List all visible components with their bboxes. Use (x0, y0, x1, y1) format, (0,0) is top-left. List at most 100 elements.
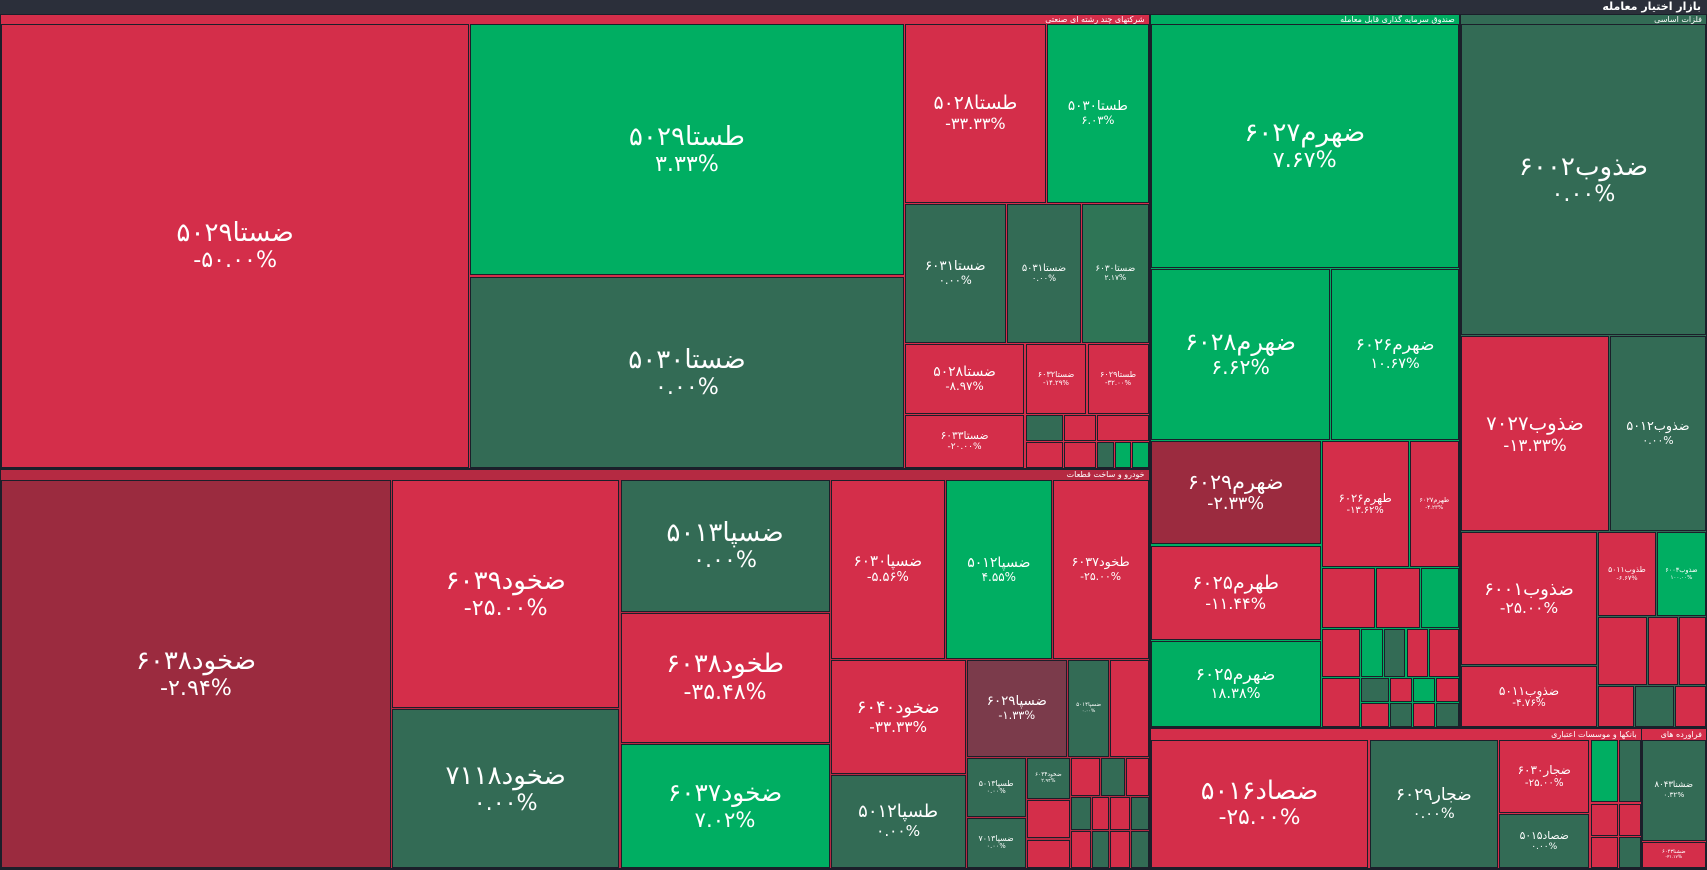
stock-tile[interactable]: ضستا۶۰۳۲ -۱۴.۲۹% (1025, 344, 1087, 414)
stock-symbol: ضذوب۶۰۰۲ (1518, 151, 1649, 182)
stock-tile[interactable]: ضستا۵۰۳۱ ۰.۰۰% (1006, 203, 1081, 343)
stock-tile[interactable]: ضستا۶۰۳۱ ۰.۰۰% (904, 203, 1006, 343)
stock-tile[interactable]: ضخود۶۰۳۴ ۲.۹۴% (1026, 757, 1071, 800)
stock-symbol: ضخود۶۰۳۴ (1035, 772, 1062, 779)
stock-change: -۲.۳۳% (1207, 494, 1265, 515)
stock-symbol: ضخود۷۱۱۸ (445, 760, 566, 791)
stock-tile[interactable]: ضسپا۵۰۱۳ ۰.۰۰% (620, 480, 830, 612)
small-tile (1026, 800, 1071, 839)
stock-tile[interactable]: طهرم۶۰۲۵ -۱۱.۴۴% (1150, 545, 1321, 641)
small-tile (1590, 803, 1618, 837)
stock-tile[interactable]: طستا۵۰۲۹ ۳.۳۳% (470, 23, 904, 276)
stock-tile[interactable]: ضستا۵۰۲۸ -۸.۹۷% (904, 344, 1025, 414)
stock-tile[interactable]: ضستا۶۰۳۰ ۲.۱۷% (1082, 203, 1149, 343)
stock-tile[interactable]: ضخود۶۰۳۹ -۲۵.۰۰% (391, 480, 620, 708)
small-tile (1071, 830, 1091, 868)
stock-tile[interactable]: ضسپا۵۰۱۲ ۴.۵۵% (946, 480, 1052, 659)
page-title: بازار اختیار معامله (0, 0, 1707, 14)
stock-symbol: طهرم۶۰۲۵ (1192, 571, 1279, 594)
stock-symbol: طستا۵۰۲۸ (933, 92, 1018, 115)
small-tile (1091, 797, 1110, 830)
small-tile (1435, 678, 1459, 703)
stock-tile[interactable]: ضذوب۶۰۰۱ -۲۵.۰۰% (1460, 532, 1598, 666)
stock-symbol: ضذوب۶۰۰۳ (1665, 566, 1698, 575)
stock-tile[interactable]: طهرم۶۰۲۷ -۴.۲۳% (1409, 440, 1459, 568)
stock-tile[interactable]: ضسپا۶۰۳۰ -۵.۵۶% (830, 480, 945, 659)
stock-symbol: ضستا۵۰۲۹ (176, 218, 294, 249)
small-tile (1390, 703, 1412, 728)
small-tile (1321, 629, 1360, 678)
stock-symbol: ضهرم۶۰۲۶ (1355, 335, 1435, 356)
stock-tile[interactable]: ضستا۶۰۳۳ -۲۰.۰۰% (904, 414, 1025, 469)
stock-symbol: ضجار۶۰۲۹ (1395, 784, 1472, 805)
stock-symbol: ضستا۶۰۳۱ (924, 257, 986, 274)
stock-tile[interactable]: ضستا۵۰۲۹ -۵۰.۰۰% (1, 23, 470, 469)
stock-tile[interactable]: ضذوب۵۰۱۲ ۰.۰۰% (1610, 336, 1706, 532)
stock-symbol: طسپا۵۰۱۲ (858, 801, 939, 823)
stock-tile[interactable]: ضسپا۷۰۱۳ ۰.۰۰% (966, 817, 1026, 868)
stock-tile[interactable]: طسپا۵۰۱۳ ۰.۰۰% (966, 757, 1026, 817)
stock-tile[interactable]: ضستا۵۰۳۰ ۰.۰۰% (470, 276, 904, 469)
small-tile (1321, 568, 1375, 629)
stock-change: -۲۵.۰۰% (1499, 599, 1559, 618)
small-tile (1125, 757, 1149, 796)
small-tile (1132, 442, 1149, 469)
stock-change: -۳۳.۳۳% (869, 717, 927, 736)
stock-symbol: ضهرم۶۰۲۷ (1244, 118, 1366, 149)
stock-change: ۰.۰۰% (1642, 434, 1674, 447)
stock-symbol: طستا۵۰۳۰ (1067, 97, 1128, 114)
stock-symbol: ضخود۶۰۳۷ (667, 778, 783, 808)
stock-tile[interactable]: ضهرم۶۰۲۸ ۶.۶۲% (1150, 268, 1331, 440)
sector-title: خودرو و ساخت قطعات (1, 470, 1149, 482)
stock-tile[interactable]: ضصاد۵۰۱۵ ۰.۰۰% (1499, 814, 1590, 868)
stock-tile[interactable]: طذوب۵۰۱۱ -۶.۶۷% (1598, 532, 1656, 617)
stock-tile[interactable]: طستا۵۰۲۸ -۳۳.۳۳% (904, 23, 1047, 203)
stock-tile[interactable]: ضذوب۷۰۲۷ -۱۳.۳۳% (1460, 336, 1609, 532)
stock-tile[interactable]: ضخود۶۰۳۷ ۷.۰۲% (620, 743, 830, 868)
small-tile (1435, 703, 1459, 728)
stock-change: ۲.۹۴% (1041, 778, 1056, 785)
stock-symbol: ضستا۵۰۳۰ (628, 344, 746, 375)
stock-change: ۰.۰۰% (938, 273, 972, 288)
stock-symbol: ضستا۵۰۲۸ (933, 364, 996, 381)
stock-tile[interactable]: طخود۶۰۳۸ -۳۵.۴۸% (620, 613, 830, 743)
stock-symbol: ضصاد۵۰۱۶ (1200, 776, 1319, 807)
stock-tile[interactable]: ضجار۶۰۳۰ -۲۵.۰۰% (1499, 740, 1590, 814)
stock-tile[interactable]: ضهرم۶۰۲۵ ۱۸.۳۸% (1150, 641, 1321, 728)
stock-tile[interactable]: ضذوب۵۰۱۱ -۴.۷۶% (1460, 666, 1598, 728)
sector-title: فراورده های (1641, 729, 1706, 742)
stock-tile[interactable]: ضشنا۸۰۴۳ ۰.۳۲% (1641, 740, 1706, 841)
stock-symbol: ضسپا۶۰۲۹ (986, 694, 1047, 710)
stock-symbol: طستا۵۰۲۹ (628, 121, 745, 152)
small-tile (1413, 703, 1435, 728)
stock-tile[interactable]: طستا۶۰۲۹ -۳۲.۰۰% (1087, 344, 1149, 414)
stock-tile[interactable]: طخود۶۰۳۷ -۲۵.۰۰% (1052, 480, 1149, 659)
small-tile (1131, 797, 1149, 830)
stock-tile[interactable]: ضصاد۵۰۱۶ -۲۵.۰۰% (1150, 740, 1369, 868)
small-tile (1360, 629, 1383, 678)
stock-tile[interactable]: طسپا۵۰۱۲ ۰.۰۰% (830, 775, 966, 868)
stock-symbol: ضصاد۵۰۱۵ (1519, 828, 1569, 842)
stock-tile[interactable]: ضسپا۵۰۱۴ ۰.۰۰% (1067, 659, 1110, 757)
stock-tile[interactable]: طستا۵۰۳۰ ۶.۰۳% (1047, 23, 1149, 203)
stock-tile[interactable]: ضخود۷۱۱۸ ۰.۰۰% (391, 708, 620, 868)
stock-tile[interactable]: ضذوب۶۰۰۳ ۱۰۰.۰۰% (1656, 532, 1706, 617)
stock-tile[interactable]: ضذوب۶۰۰۲ ۰.۰۰% (1460, 23, 1706, 336)
stock-tile[interactable]: ضهرم۶۰۲۷ ۷.۶۷% (1150, 23, 1459, 268)
stock-tile[interactable]: ضشنا۶۰۴۳ -۳۱.۱۷% (1641, 841, 1706, 868)
stock-tile[interactable]: ضسپا۶۰۲۹ -۱.۳۳% (966, 659, 1067, 757)
stock-change: ۰.۰۰% (1081, 708, 1096, 714)
stock-tile[interactable]: ضهرم۶۰۲۶ ۱۰.۶۷% (1331, 268, 1459, 440)
stock-tile[interactable]: ضجار۶۰۲۹ ۰.۰۰% (1369, 740, 1498, 868)
stock-tile[interactable]: ضخود۶۰۳۸ -۲.۹۴% (1, 480, 391, 868)
stock-symbol: ضخود۶۰۳۹ (445, 566, 566, 597)
stock-tile[interactable]: ضخود۶۰۴۰ -۳۳.۳۳% (830, 659, 966, 775)
stock-tile[interactable]: طهرم۶۰۲۶ -۱۳.۶۲% (1321, 440, 1409, 568)
small-tile (1598, 685, 1635, 728)
stock-symbol: ضسپا۵۰۱۲ (967, 554, 1031, 571)
stock-change: -۳۵.۴۸% (683, 680, 767, 706)
stock-tile[interactable]: ضهرم۶۰۲۹ -۲.۳۳% (1150, 440, 1321, 545)
small-tile (1413, 678, 1435, 703)
stock-symbol: طهرم۶۰۲۶ (1338, 490, 1392, 505)
